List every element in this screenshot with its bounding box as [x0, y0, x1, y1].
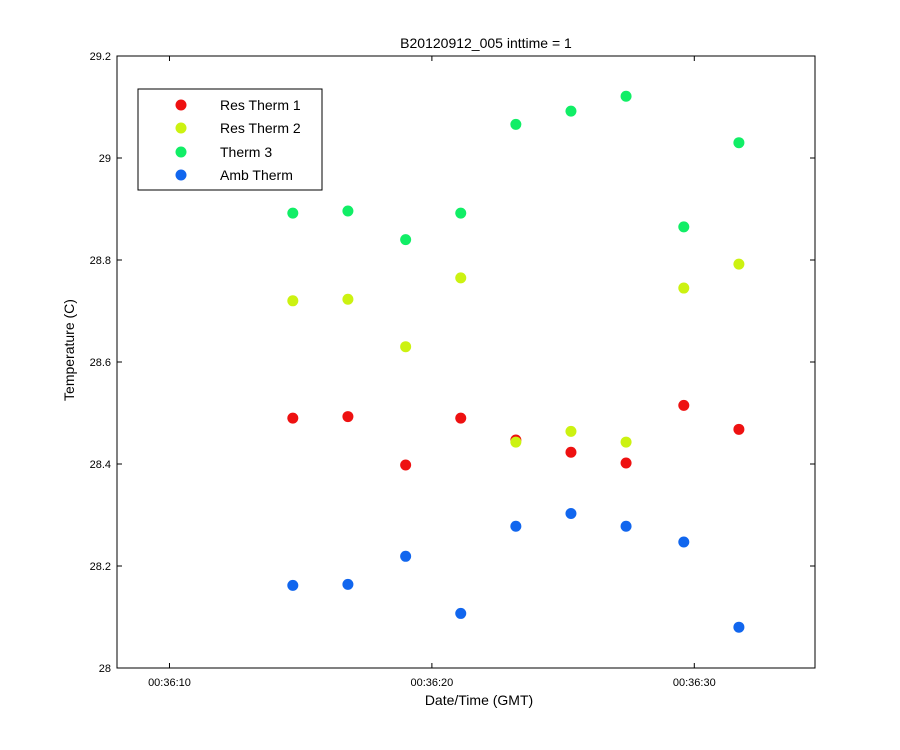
data-point-res-therm-1	[400, 459, 412, 471]
data-point-therm-3	[620, 90, 632, 102]
data-point-res-therm-1	[678, 399, 690, 411]
data-point-res-therm-2	[342, 293, 354, 305]
x-tick-label: 00:36:10	[148, 677, 191, 689]
y-tick-label: 28.2	[90, 561, 111, 573]
data-point-res-therm-2	[620, 436, 632, 448]
data-point-amb-therm	[510, 520, 522, 532]
data-point-amb-therm	[287, 579, 299, 591]
data-point-res-therm-2	[565, 425, 577, 437]
data-point-therm-3	[342, 205, 354, 217]
data-points	[287, 90, 745, 633]
x-tick-label: 00:36:20	[410, 677, 453, 689]
x-tick-label: 00:36:30	[673, 677, 716, 689]
data-point-therm-3	[455, 207, 467, 219]
data-point-res-therm-1	[287, 412, 299, 424]
data-point-res-therm-1	[620, 457, 632, 469]
data-point-amb-therm	[678, 536, 690, 548]
data-point-res-therm-1	[342, 411, 354, 423]
y-axis-label: Temperature (C)	[61, 299, 77, 401]
y-tick-label: 28.8	[90, 255, 111, 267]
y-tick-label: 28.6	[90, 357, 111, 369]
data-point-amb-therm	[733, 621, 745, 633]
y-tick-label: 28	[99, 663, 111, 675]
legend-marker-amb-therm	[175, 169, 187, 181]
data-point-amb-therm	[455, 607, 467, 619]
data-point-res-therm-2	[287, 295, 299, 307]
data-point-therm-3	[287, 207, 299, 219]
axis-ticks: 28 28.2 28.4 28.6 28.8 29 29.2 00:36:10 00:36:20…	[90, 51, 815, 689]
data-point-therm-3	[510, 118, 522, 130]
data-point-res-therm-2	[678, 282, 690, 294]
data-point-amb-therm	[342, 578, 354, 590]
data-point-therm-3	[400, 234, 412, 246]
y-tick-label: 28.4	[90, 459, 111, 471]
legend-marker-res-therm-1	[175, 99, 187, 111]
data-point-therm-3	[678, 221, 690, 233]
data-point-res-therm-2	[455, 272, 467, 284]
x-axis-label: Date/Time (GMT)	[425, 692, 533, 708]
data-point-amb-therm	[620, 520, 632, 532]
y-tick-label: 29.2	[90, 51, 111, 63]
data-point-therm-3	[733, 137, 745, 149]
data-point-res-therm-2	[510, 436, 522, 448]
legend-box	[137, 88, 323, 191]
legend-label-amb-therm: Amb Therm	[220, 167, 293, 183]
legend-label-res-therm-1: Res Therm 1	[220, 97, 301, 113]
data-point-res-therm-1	[733, 423, 745, 435]
data-point-amb-therm	[565, 507, 577, 519]
chart-title: B20120912_005 inttime = 1	[400, 35, 572, 51]
legend-label-res-therm-2: Res Therm 2	[220, 120, 301, 136]
legend-label-therm-3: Therm 3	[220, 144, 272, 160]
data-point-res-therm-2	[733, 258, 745, 270]
data-point-res-therm-1	[455, 412, 467, 424]
data-point-res-therm-2	[400, 341, 412, 353]
data-point-res-therm-1	[565, 446, 577, 458]
data-point-amb-therm	[400, 550, 412, 562]
y-tick-label: 29	[99, 153, 111, 165]
legend: Res Therm 1 Res Therm 2 Therm 3 Amb Ther…	[137, 88, 323, 191]
legend-marker-res-therm-2	[175, 122, 187, 134]
legend-marker-therm-3	[175, 146, 187, 158]
data-point-therm-3	[565, 105, 577, 117]
